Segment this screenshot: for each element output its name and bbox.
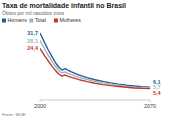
legend-swatch: [29, 19, 33, 23]
legend-label: Homens: [8, 17, 28, 23]
legend-swatch: [2, 19, 6, 23]
x-axis: [40, 100, 150, 101]
data-label: 5,4: [153, 90, 162, 96]
data-label: 24,4: [27, 45, 39, 51]
series-line: [40, 48, 150, 88]
legend-label: Total: [35, 17, 46, 23]
data-label: 31,7: [27, 30, 38, 36]
title: Taxa de mortalidade infantil no Brasil: [2, 2, 126, 9]
series-line: [40, 33, 150, 87]
x-tick-label: 2070: [144, 103, 156, 109]
source: Fonte: IBGE: [2, 112, 26, 117]
legend-swatch: [54, 19, 58, 23]
lines: [40, 33, 150, 89]
chart: Taxa de mortalidade infantil no BrasilÓb…: [0, 0, 170, 118]
legend-label: Mulheres: [59, 17, 81, 23]
subtitle: Óbitos por mil nascidos vivos: [2, 10, 65, 16]
series-line: [40, 41, 150, 88]
data-label: 28,1: [27, 38, 38, 44]
x-tick-label: 2000: [34, 103, 46, 109]
